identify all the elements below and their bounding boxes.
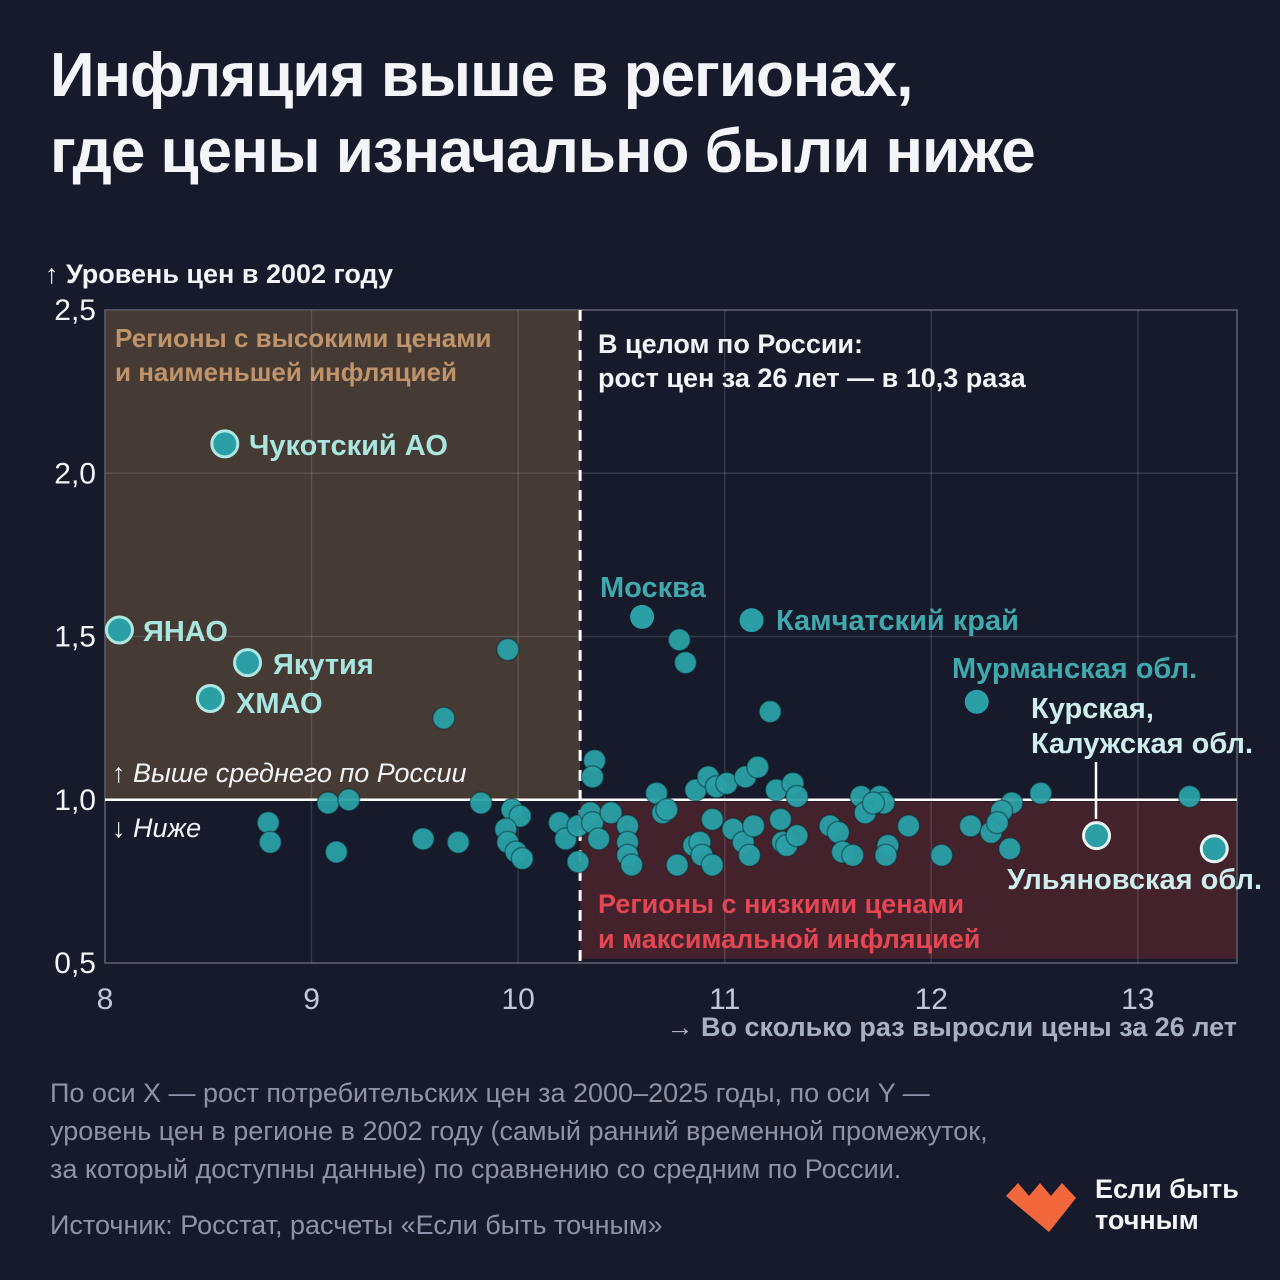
data-point (741, 814, 766, 838)
data-point (510, 846, 535, 871)
footnote-line: уровень цен в регионе в 2002 году (самый… (50, 1116, 988, 1146)
data-point (258, 830, 283, 854)
quadrant-low-label: и максимальной инфляцией (598, 924, 980, 954)
data-point (826, 820, 851, 845)
data-point (316, 791, 340, 815)
russia-average-note: В целом по России: (598, 329, 863, 359)
data-point (256, 810, 280, 835)
data-point (758, 699, 782, 724)
brand-logo: Если быть точным (1003, 1170, 1239, 1236)
region-label: ХМАО (236, 688, 323, 720)
data-point (768, 807, 793, 832)
data-point (700, 853, 725, 877)
data-point (958, 814, 983, 838)
data-point-highlighted (630, 604, 655, 629)
data-point (566, 850, 590, 874)
data-point (665, 853, 689, 877)
x-tick-label: 10 (501, 983, 534, 1016)
above-average-note: ↑ Выше среднего по России (112, 758, 467, 788)
y-tick-label: 2,5 (54, 294, 96, 327)
data-point (737, 843, 762, 868)
region-label: Ульяновская обл. (1007, 864, 1262, 896)
data-point (620, 853, 644, 877)
y-tick-label: 0,5 (54, 947, 96, 980)
region-label: Москва (600, 572, 707, 604)
quadrant-low-label: Регионы с низкими ценами (598, 889, 964, 919)
data-point (985, 810, 1010, 835)
chart-title-line1: Инфляция выше в регионах, (50, 41, 913, 110)
data-point (655, 797, 679, 822)
region-label: Чукотский АО (249, 430, 448, 462)
chart-footnote: По оси X — рост потребительских цен за 2… (50, 1074, 988, 1188)
brand-name-line2: точным (1095, 1205, 1199, 1235)
brand-heart-icon (1006, 1183, 1076, 1232)
data-point-highlighted (104, 615, 134, 645)
data-point (700, 807, 725, 832)
data-point (998, 836, 1022, 861)
data-point (1029, 781, 1053, 805)
data-point (929, 843, 954, 868)
y-tick-label: 2,0 (54, 457, 96, 490)
y-axis-title: ↑ Уровень цен в 2002 году (45, 259, 393, 289)
data-point (599, 801, 623, 825)
data-point (580, 765, 605, 789)
data-point (324, 840, 349, 864)
data-point (508, 804, 532, 828)
brand-name-line1: Если быть (1095, 1174, 1239, 1204)
data-point-highlighted (210, 429, 240, 459)
data-point (411, 827, 435, 851)
chart-title: Инфляция выше в регионах, где цены изнача… (50, 38, 1036, 190)
russia-average-note: рост цен за 26 лет — в 10,3 раза (598, 363, 1027, 393)
plot-border (104, 309, 1238, 964)
region-label: Калужская обл. (1031, 728, 1253, 760)
region-label: ЯНАО (143, 616, 228, 648)
data-point (861, 791, 886, 815)
data-point (785, 823, 809, 848)
x-tick-label: 8 (97, 983, 114, 1016)
region-label: Якутия (273, 649, 374, 681)
source-note: Источник: Росстат, расчеты «Если быть то… (50, 1210, 663, 1240)
data-point-highlighted (739, 608, 764, 633)
data-point (586, 827, 611, 851)
data-point (874, 843, 898, 868)
data-point (1177, 784, 1202, 809)
data-point (496, 637, 520, 662)
x-tick-label: 9 (303, 983, 320, 1016)
data-point (746, 755, 770, 779)
data-point (673, 650, 698, 675)
region-label: Камчатский край (776, 605, 1019, 637)
x-tick-label: 12 (915, 983, 948, 1016)
chart-title-line2: где цены изначально были ниже (50, 117, 1036, 186)
data-point (896, 814, 921, 838)
quadrant-high-label: Регионы с высокими ценами (115, 323, 491, 353)
data-point (469, 791, 493, 815)
footnote-line: По оси X — рост потребительских цен за 2… (50, 1078, 930, 1108)
data-point (432, 706, 456, 730)
region-label: Мурманская обл. (952, 653, 1197, 685)
below-average-note: ↓ Ниже (112, 813, 201, 843)
data-point (446, 830, 470, 854)
x-tick-label: 13 (1121, 983, 1154, 1016)
data-point-highlighted (964, 689, 989, 714)
data-point-highlighted (233, 648, 263, 678)
data-point (785, 784, 809, 809)
data-point (337, 788, 361, 812)
region-label: Курская, (1031, 693, 1154, 725)
data-point-highlighted (1199, 834, 1229, 864)
y-tick-label: 1,0 (54, 784, 96, 817)
data-point (841, 843, 865, 868)
quadrant-high-prices-low-inflation (106, 311, 581, 799)
data-point (667, 628, 692, 652)
x-axis-title: → Во сколько раз выросли цены за 26 лет (667, 1012, 1237, 1042)
x-tick-label: 11 (709, 983, 740, 1016)
footnote-line: за который доступны данные) по сравнению… (50, 1154, 902, 1184)
data-point-highlighted (1082, 821, 1112, 851)
brand-name: Если быть точным (1095, 1170, 1239, 1236)
y-tick-label: 1,5 (54, 621, 96, 654)
quadrant-high-label: и наименьшей инфляцией (115, 357, 457, 387)
data-point-highlighted (195, 684, 225, 714)
